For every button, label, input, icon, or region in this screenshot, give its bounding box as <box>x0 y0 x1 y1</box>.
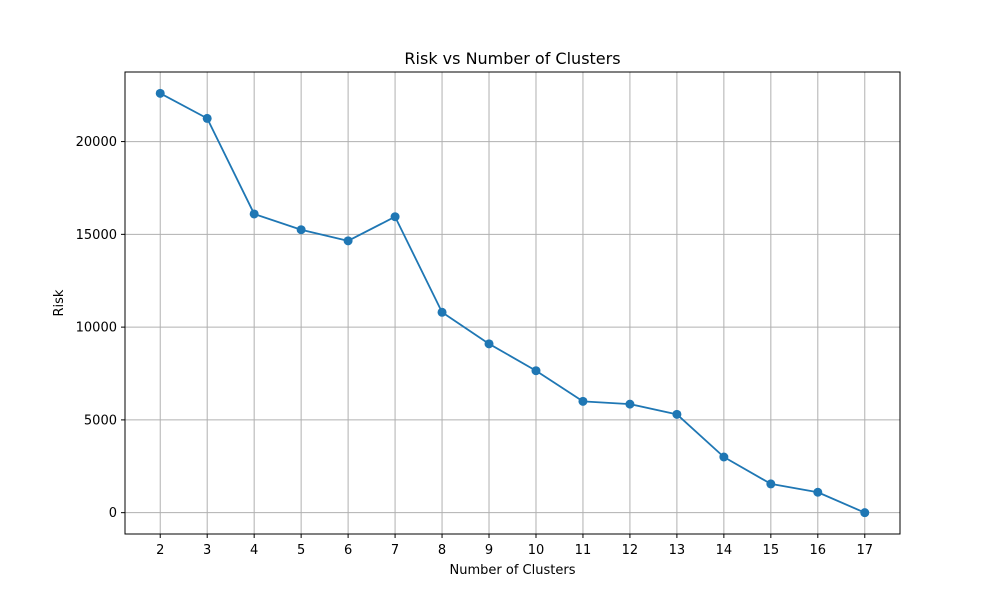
data-point <box>343 236 353 246</box>
data-point <box>625 399 635 409</box>
data-point <box>249 209 259 219</box>
data-point <box>531 366 541 376</box>
data-point <box>484 339 494 349</box>
x-tick-label: 2 <box>156 543 164 558</box>
data-point <box>296 225 306 235</box>
x-tick-label: 8 <box>438 543 446 558</box>
x-tick-label: 5 <box>297 543 305 558</box>
y-tick-label: 5000 <box>84 413 117 428</box>
y-tick-label: 10000 <box>76 321 117 336</box>
data-point <box>719 452 729 462</box>
x-tick-label: 13 <box>669 543 686 558</box>
chart-title: Risk vs Number of Clusters <box>404 49 620 68</box>
x-tick-label: 15 <box>763 543 780 558</box>
data-point <box>155 88 165 98</box>
series-layer <box>155 88 870 518</box>
data-point <box>813 487 823 497</box>
tick-layer: 2 3 4 5 6 7 8 9 10 11 12 13 14 15 16 17 0 5000 10000 15000 2… <box>76 135 873 558</box>
data-point <box>390 212 400 222</box>
data-point <box>578 396 588 406</box>
x-tick-label: 6 <box>344 543 352 558</box>
x-axis-label: Number of Clusters <box>450 563 576 578</box>
x-tick-label: 12 <box>622 543 639 558</box>
x-tick-label: 11 <box>575 543 592 558</box>
data-point <box>860 508 870 518</box>
grid-layer <box>125 72 900 534</box>
x-tick-label: 17 <box>856 543 873 558</box>
x-tick-label: 4 <box>250 543 258 558</box>
data-point <box>202 113 212 123</box>
y-axis-label: Risk <box>52 289 67 316</box>
y-tick-label: 0 <box>109 506 117 521</box>
y-tick-label: 20000 <box>76 135 117 150</box>
x-tick-label: 16 <box>810 543 827 558</box>
plot-area-frame <box>124 71 901 535</box>
data-point <box>672 409 682 419</box>
x-tick-label: 10 <box>528 543 545 558</box>
data-point <box>766 479 776 489</box>
x-tick-label: 9 <box>485 543 493 558</box>
x-tick-label: 14 <box>716 543 733 558</box>
x-tick-label: 7 <box>391 543 399 558</box>
series-line <box>159 92 866 514</box>
data-point <box>437 307 447 317</box>
y-tick-label: 15000 <box>76 228 117 243</box>
x-tick-label: 3 <box>203 543 211 558</box>
